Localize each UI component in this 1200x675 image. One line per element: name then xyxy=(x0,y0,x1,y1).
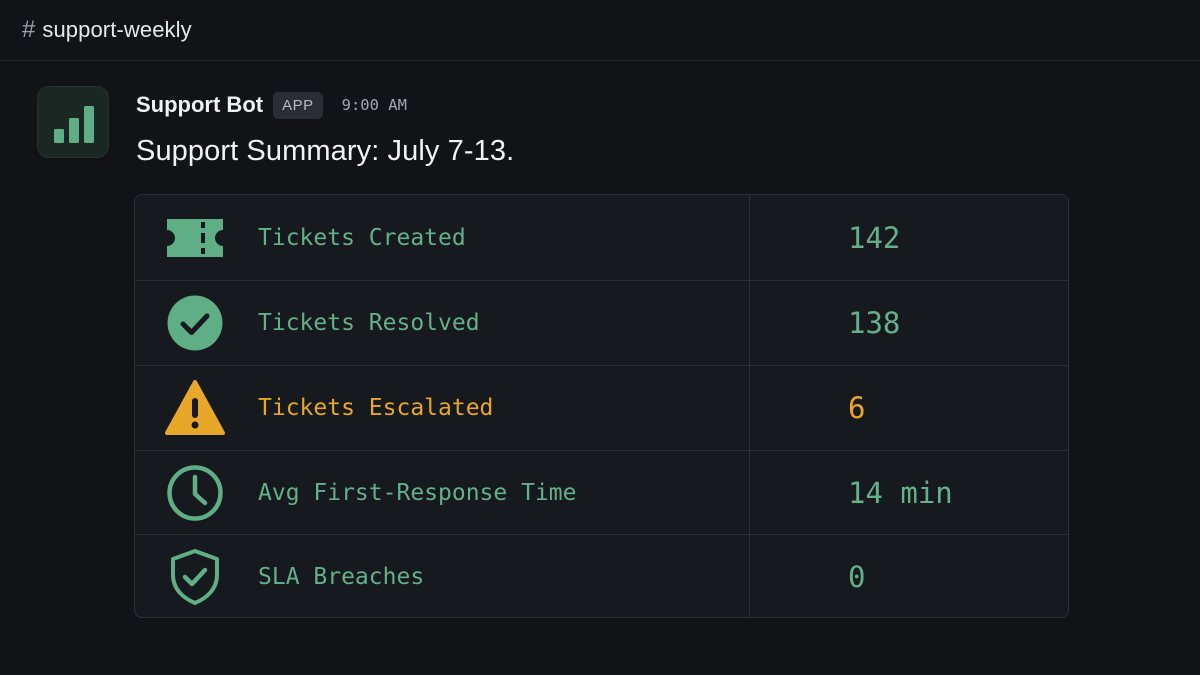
check-circle-icon xyxy=(167,295,223,351)
stat-value: 138 xyxy=(848,306,901,340)
sender-name[interactable]: Support Bot xyxy=(136,92,264,117)
channel-name[interactable]: support-weekly xyxy=(42,17,192,42)
bar-chart-icon xyxy=(54,106,94,143)
warning-triangle-icon xyxy=(165,380,225,435)
stat-label: Tickets Created xyxy=(258,224,466,251)
shield-check-icon xyxy=(171,549,219,605)
stat-value: 6 xyxy=(848,391,866,425)
stat-value: 142 xyxy=(848,220,901,255)
stat-label: Tickets Escalated xyxy=(258,395,494,421)
channel-hash-icon: # xyxy=(22,16,36,43)
stat-label: Avg First-Response Time xyxy=(258,479,577,506)
ticket-icon xyxy=(167,218,223,257)
app-badge: APP xyxy=(273,91,323,119)
stat-row-tickets-resolved: Tickets Resolved 138 xyxy=(135,280,1068,365)
stat-value: 14 min xyxy=(848,475,953,510)
stat-row-sla-breaches: SLA Breaches 0 xyxy=(135,534,1068,617)
stat-label: Tickets Resolved xyxy=(258,310,480,336)
clock-icon xyxy=(167,464,223,521)
message-header: Support Bot APP 9:00 AM xyxy=(136,88,407,122)
summary-title: Support Summary: July 7-13. xyxy=(136,135,515,167)
stat-label: SLA Breaches xyxy=(258,564,425,590)
stat-value: 0 xyxy=(848,560,866,594)
channel-header: # support-weekly xyxy=(0,0,1200,61)
stat-row-tickets-created: Tickets Created 142 xyxy=(135,195,1068,280)
stats-table: Tickets Created 142 Tickets Resolved 138… xyxy=(134,194,1069,618)
stat-row-avg-first-response: Avg First-Response Time 14 min xyxy=(135,450,1068,534)
column-divider xyxy=(749,195,750,617)
stat-row-tickets-escalated: Tickets Escalated 6 xyxy=(135,365,1068,450)
message-timestamp[interactable]: 9:00 AM xyxy=(341,96,407,114)
bot-avatar[interactable] xyxy=(37,86,109,158)
